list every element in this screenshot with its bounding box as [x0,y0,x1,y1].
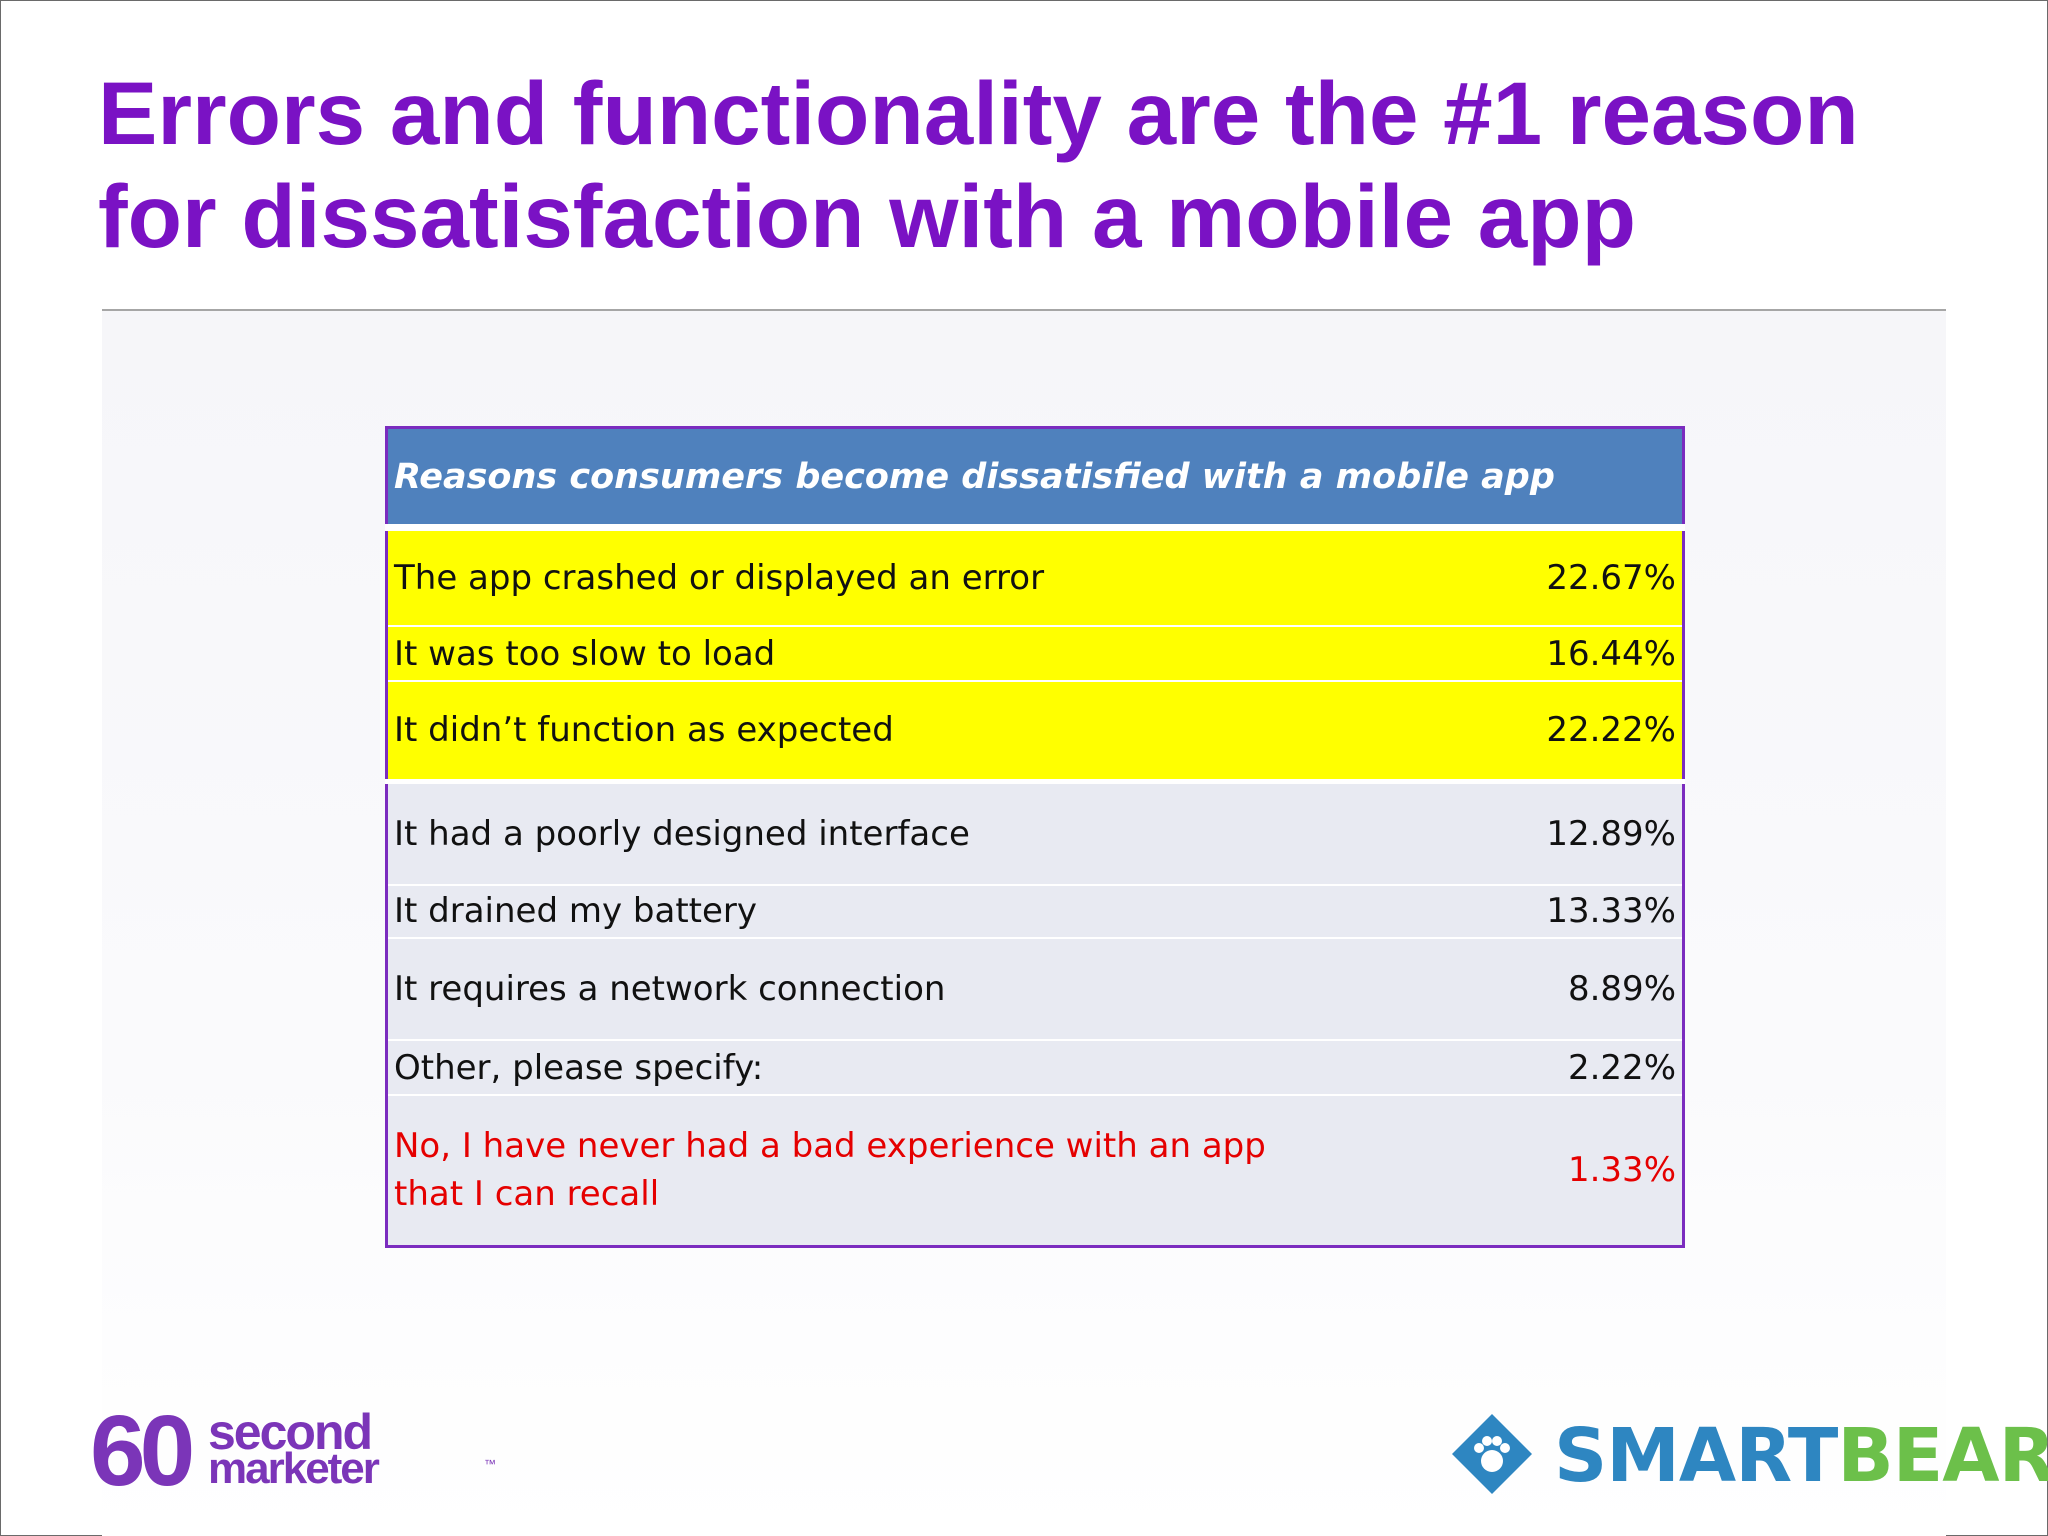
table-row: No, I have never had a bad experience wi… [386,1094,1684,1247]
row-value: 1.33% [1567,1150,1676,1191]
row-value: 2.22% [1450,1040,1684,1096]
sixty-second-marketer-logo: 60 second marketer ™ [90,1395,496,1507]
row-value: 22.67% [1450,527,1684,628]
smartbear-logo: SMARTBEAR [1450,1412,2048,1502]
table-row: It didn’t function as expected 22.22% [386,680,1684,784]
table-row: Other, please specify: 2.22% [386,1040,1684,1096]
row-value: 13.33% [1450,884,1684,939]
row-label-text: No, I have never had a bad experience wi… [394,1126,1266,1215]
row-label: No, I have never had a bad experience wi… [387,1095,1451,1247]
row-label: It drained my battery [386,884,1450,939]
smartbear-wordmark: SMARTBEAR [1554,1414,2048,1498]
row-value: 22.22% [1450,680,1684,784]
title-divider [102,309,1946,311]
table-row: It requires a network connection 8.89% [386,937,1684,1042]
table-row: It drained my battery 13.33% [386,884,1684,939]
row-label: Other, please specify: [386,1040,1450,1096]
row-label: It was too slow to load [386,626,1450,682]
brand-bear: BEAR [1837,1413,2048,1499]
slide-title: Errors and functionality are the #1 reas… [98,63,1859,266]
dissatisfaction-table: Reasons consumers become dissatisfied wi… [385,426,1685,1248]
row-label: It had a poorly designed interface [386,781,1450,886]
row-value: 8.89% [1450,937,1684,1042]
table-row: The app crashed or displayed an error 22… [386,527,1684,628]
table-row: It had a poorly designed interface 12.89… [386,781,1684,886]
logo-digits: 60 [90,1395,195,1507]
paw-diamond-icon [1452,1414,1532,1494]
row-label: It didn’t function as expected [386,680,1450,784]
table-header-row: Reasons consumers become dissatisfied wi… [386,427,1684,528]
table-row: It was too slow to load 16.44% [386,626,1684,682]
trademark-mark: ™ [484,1457,496,1471]
logo-word-second: second [208,1404,373,1460]
row-value: 16.44% [1450,626,1684,682]
row-label: The app crashed or displayed an error [386,527,1450,628]
logo-word-marketer: marketer [208,1444,380,1493]
table-header: Reasons consumers become dissatisfied wi… [394,456,1555,497]
row-label: It requires a network connection [386,937,1450,1042]
row-value: 12.89% [1450,781,1684,886]
brand-smart: SMART [1554,1413,1838,1499]
